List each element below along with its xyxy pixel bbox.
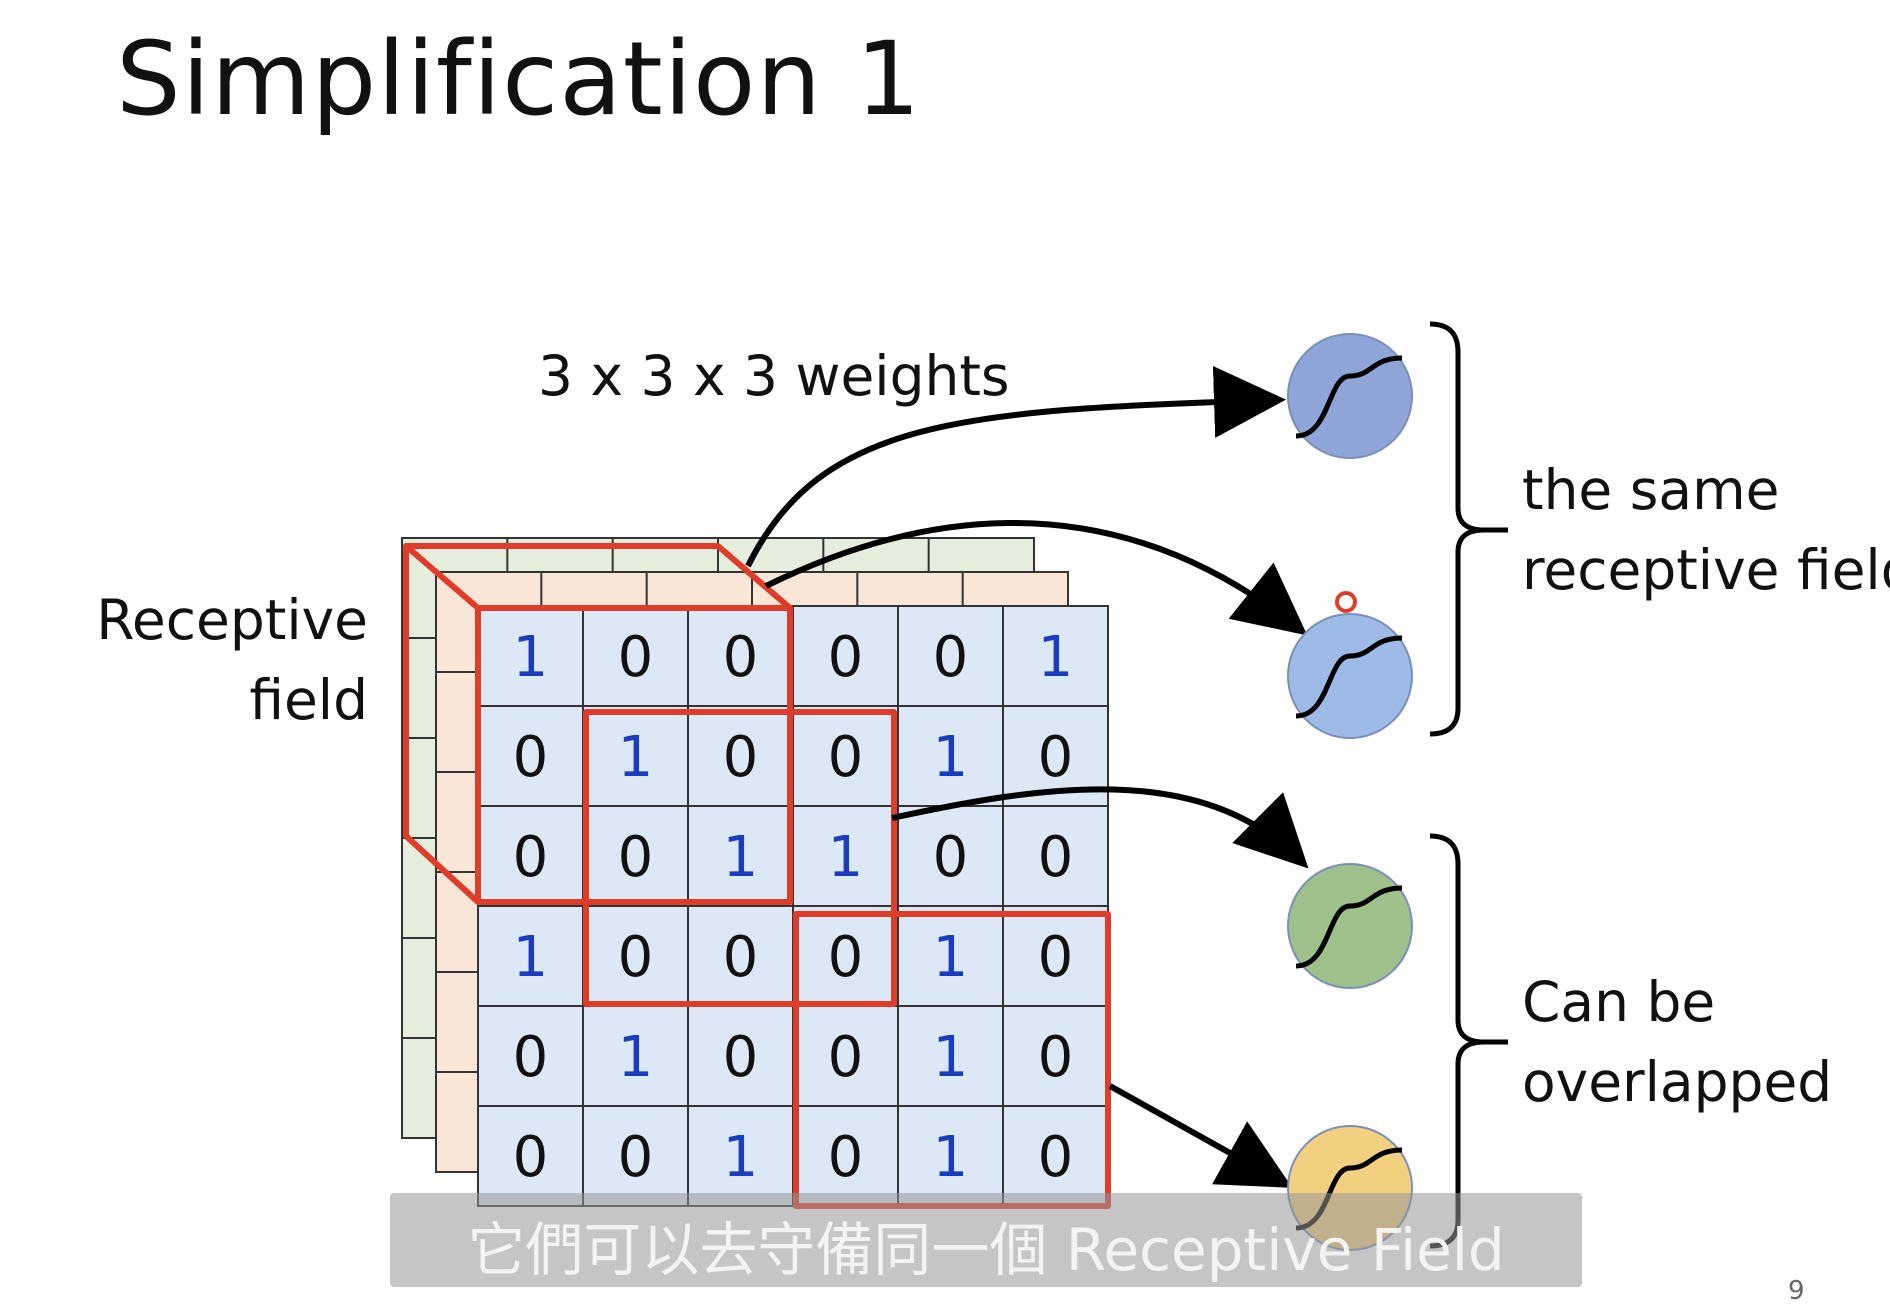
arrow-to-neuron-4 bbox=[1108, 1083, 1293, 1188]
matrix-cell-value: 1 bbox=[933, 1125, 969, 1190]
matrix-cell-value: 1 bbox=[618, 1025, 654, 1090]
matrix-cell-value: 0 bbox=[828, 1025, 864, 1090]
matrix-cell-value: 0 bbox=[723, 625, 759, 690]
subtitle-bar: 它們可以去守備同一個 Receptive Field bbox=[390, 1193, 1582, 1287]
neuron-green bbox=[1287, 863, 1413, 989]
pointer-dot bbox=[1335, 591, 1357, 613]
brace-bottom bbox=[1429, 833, 1508, 1249]
slide-title: Simplification 1 bbox=[116, 20, 922, 139]
matrix-cell-value: 1 bbox=[723, 1125, 759, 1190]
neuron-circle bbox=[1287, 863, 1413, 989]
matrix-cell-value: 1 bbox=[933, 925, 969, 990]
group-top-label-line-1: the same bbox=[1522, 458, 1780, 522]
group-top-label: the same receptive field bbox=[1522, 450, 1890, 610]
group-bottom-label-line-1: Can be bbox=[1522, 970, 1716, 1034]
arrow-to-neuron-2 bbox=[764, 520, 1308, 636]
matrix-cell-value: 1 bbox=[933, 1025, 969, 1090]
subtitle-text: 它們可以去守備同一個 Receptive Field bbox=[467, 1216, 1505, 1284]
neurons bbox=[1287, 333, 1413, 1251]
group-top-label-line-2: receptive field bbox=[1522, 538, 1890, 602]
matrix-cell-value: 0 bbox=[828, 1125, 864, 1190]
arrow-to-neuron-3 bbox=[891, 786, 1309, 869]
matrix-cell-value: 0 bbox=[1038, 725, 1074, 790]
matrix-cell-value: 1 bbox=[513, 925, 549, 990]
weights-label: 3 x 3 x 3 weights bbox=[538, 344, 1010, 408]
brace-top bbox=[1429, 321, 1508, 737]
matrix-cell-value: 1 bbox=[933, 725, 969, 790]
matrix-cell-value: 0 bbox=[618, 825, 654, 890]
matrix-cell-value: 0 bbox=[723, 1025, 759, 1090]
sigmoid-icon bbox=[1295, 635, 1403, 719]
neuron-blue-1 bbox=[1287, 333, 1413, 459]
group-bottom-label: Can be overlapped bbox=[1522, 962, 1832, 1122]
matrix-cell-value: 0 bbox=[933, 825, 969, 890]
matrix-cell-value: 0 bbox=[723, 725, 759, 790]
sigmoid-icon bbox=[1295, 885, 1403, 969]
matrix-cell-value: 0 bbox=[1038, 925, 1074, 990]
matrix-cell-value: 0 bbox=[513, 725, 549, 790]
receptive-field-label-line-2: field bbox=[249, 668, 368, 732]
matrix-cell-value: 0 bbox=[618, 1125, 654, 1190]
matrix-cell-value: 0 bbox=[828, 725, 864, 790]
arrow-to-neuron-1 bbox=[745, 365, 1286, 568]
matrix-cell-value: 0 bbox=[828, 625, 864, 690]
receptive-field-cube bbox=[403, 543, 793, 905]
page-number: 9 bbox=[1788, 1276, 1805, 1306]
receptive-field-box-2 bbox=[583, 709, 897, 1007]
matrix-cell-value: 0 bbox=[618, 625, 654, 690]
receptive-field-label-line-1: Receptive bbox=[96, 588, 368, 652]
neuron-circle bbox=[1287, 333, 1413, 459]
matrix-cell-value: 1 bbox=[513, 625, 549, 690]
matrix-cell-value: 0 bbox=[1038, 825, 1074, 890]
neuron-circle bbox=[1287, 613, 1413, 739]
matrix-cell-value: 0 bbox=[1038, 1025, 1074, 1090]
matrix-cell-value: 1 bbox=[828, 825, 864, 890]
matrix-cell-value: 0 bbox=[513, 825, 549, 890]
matrix-cell-value: 0 bbox=[618, 925, 654, 990]
matrix-cell-value: 0 bbox=[513, 1025, 549, 1090]
matrix-cell-value: 0 bbox=[723, 925, 759, 990]
matrix-cell-value: 1 bbox=[1038, 625, 1074, 690]
sigmoid-icon bbox=[1295, 355, 1403, 439]
matrix-cell-value: 1 bbox=[723, 825, 759, 890]
arrows bbox=[745, 365, 1309, 1188]
group-bottom-label-line-2: overlapped bbox=[1522, 1050, 1833, 1114]
matrix-cell-value: 0 bbox=[828, 925, 864, 990]
receptive-field-label: Receptive field bbox=[68, 580, 368, 740]
matrix-cell-value: 1 bbox=[618, 725, 654, 790]
braces bbox=[1429, 321, 1508, 1249]
matrix-cell-value: 0 bbox=[513, 1125, 549, 1190]
neuron-blue-2 bbox=[1287, 613, 1413, 739]
matrix-cell-value: 0 bbox=[1038, 1125, 1074, 1190]
matrix-cell-value: 0 bbox=[933, 625, 969, 690]
